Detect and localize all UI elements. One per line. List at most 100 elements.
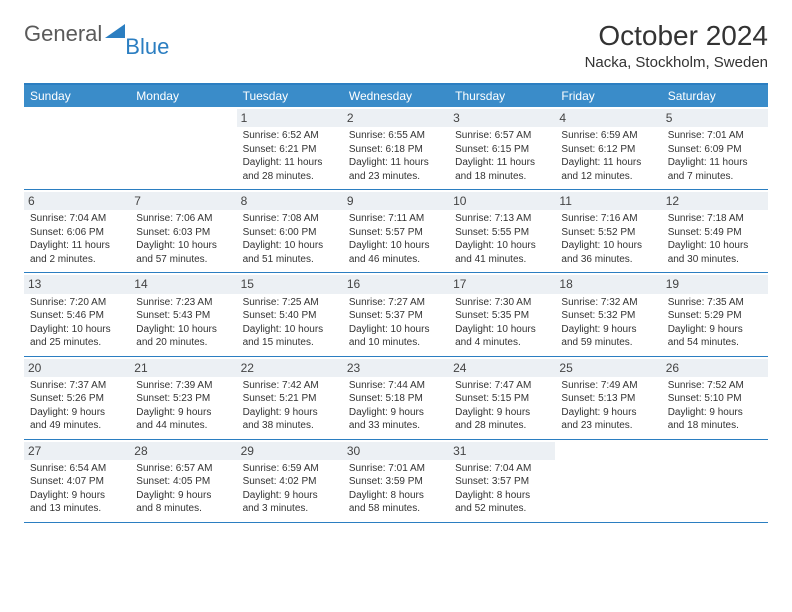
day-number: 3 [449, 109, 555, 127]
sunrise-text: Sunrise: 7:20 AM [30, 296, 124, 310]
calendar-cell: 24Sunrise: 7:47 AMSunset: 5:15 PMDayligh… [449, 357, 555, 439]
cell-body: Sunrise: 7:35 AMSunset: 5:29 PMDaylight:… [666, 296, 764, 350]
calendar-cell [555, 440, 661, 522]
daylight-text: Daylight: 8 hours and 58 minutes. [349, 489, 443, 516]
daylight-text: Daylight: 10 hours and 41 minutes. [455, 239, 549, 266]
daylight-text: Daylight: 9 hours and 23 minutes. [561, 406, 655, 433]
daylight-text: Daylight: 10 hours and 4 minutes. [455, 323, 549, 350]
calendar-cell: 30Sunrise: 7:01 AMSunset: 3:59 PMDayligh… [343, 440, 449, 522]
cell-body: Sunrise: 6:57 AMSunset: 4:05 PMDaylight:… [134, 462, 232, 516]
week-row: 27Sunrise: 6:54 AMSunset: 4:07 PMDayligh… [24, 440, 768, 523]
cell-body: Sunrise: 7:23 AMSunset: 5:43 PMDaylight:… [134, 296, 232, 350]
day-number: 16 [343, 275, 449, 293]
calendar-cell [24, 107, 130, 189]
sunrise-text: Sunrise: 7:04 AM [30, 212, 124, 226]
calendar-cell: 1Sunrise: 6:52 AMSunset: 6:21 PMDaylight… [237, 107, 343, 189]
sunrise-text: Sunrise: 6:54 AM [30, 462, 124, 476]
title-area: October 2024 Nacka, Stockholm, Sweden [585, 20, 768, 71]
sunrise-text: Sunrise: 7:52 AM [668, 379, 762, 393]
day-number: 28 [130, 442, 236, 460]
sunrise-text: Sunrise: 7:06 AM [136, 212, 230, 226]
cell-body: Sunrise: 7:13 AMSunset: 5:55 PMDaylight:… [453, 212, 551, 266]
daylight-text: Daylight: 10 hours and 15 minutes. [243, 323, 337, 350]
day-header-row: Sunday Monday Tuesday Wednesday Thursday… [24, 85, 768, 107]
sunset-text: Sunset: 5:32 PM [561, 309, 655, 323]
day-number: 7 [130, 192, 236, 210]
daylight-text: Daylight: 9 hours and 13 minutes. [30, 489, 124, 516]
calendar-cell [662, 440, 768, 522]
sunrise-text: Sunrise: 6:52 AM [243, 129, 337, 143]
cell-body: Sunrise: 7:11 AMSunset: 5:57 PMDaylight:… [347, 212, 445, 266]
location-text: Nacka, Stockholm, Sweden [585, 54, 768, 71]
sunrise-text: Sunrise: 6:55 AM [349, 129, 443, 143]
sunset-text: Sunset: 6:09 PM [668, 143, 762, 157]
calendar-cell: 20Sunrise: 7:37 AMSunset: 5:26 PMDayligh… [24, 357, 130, 439]
sunrise-text: Sunrise: 7:11 AM [349, 212, 443, 226]
day-number: 26 [662, 359, 768, 377]
day-header: Wednesday [343, 85, 449, 107]
sunrise-text: Sunrise: 7:23 AM [136, 296, 230, 310]
logo-text-blue: Blue [125, 34, 169, 60]
sunset-text: Sunset: 5:57 PM [349, 226, 443, 240]
day-number: 18 [555, 275, 661, 293]
logo-text-general: General [24, 21, 102, 47]
day-header: Sunday [24, 85, 130, 107]
cell-body: Sunrise: 7:42 AMSunset: 5:21 PMDaylight:… [241, 379, 339, 433]
sunset-text: Sunset: 6:12 PM [561, 143, 655, 157]
sunset-text: Sunset: 5:29 PM [668, 309, 762, 323]
calendar-cell: 16 Sunrise: 7:27 AMSunset: 5:37 PMDayligh… [343, 273, 449, 355]
weeks-container: 1Sunrise: 6:52 AMSunset: 6:21 PMDaylight… [24, 107, 768, 523]
calendar-cell: 26 Sunrise: 7:52 AMSunset: 5:10 PMDayligh… [662, 357, 768, 439]
daylight-text: Daylight: 11 hours and 2 minutes. [30, 239, 124, 266]
day-number: 6 [24, 192, 130, 210]
cell-body: Sunrise: 7:52 AMSunset: 5:10 PMDaylight:… [666, 379, 764, 433]
sunrise-text: Sunrise: 7:32 AM [561, 296, 655, 310]
daylight-text: Daylight: 10 hours and 20 minutes. [136, 323, 230, 350]
sunset-text: Sunset: 5:10 PM [668, 392, 762, 406]
cell-body: Sunrise: 7:44 AMSunset: 5:18 PMDaylight:… [347, 379, 445, 433]
day-number: 10 [449, 192, 555, 210]
sunset-text: Sunset: 5:13 PM [561, 392, 655, 406]
sunset-text: Sunset: 5:46 PM [30, 309, 124, 323]
sunset-text: Sunset: 6:21 PM [243, 143, 337, 157]
week-row: 13Sunrise: 7:20 AMSunset: 5:46 PMDayligh… [24, 273, 768, 356]
day-number: 24 [449, 359, 555, 377]
sunset-text: Sunset: 5:35 PM [455, 309, 549, 323]
cell-body: Sunrise: 7:01 AMSunset: 6:09 PMDaylight:… [666, 129, 764, 183]
sunset-text: Sunset: 5:21 PM [243, 392, 337, 406]
daylight-text: Daylight: 10 hours and 57 minutes. [136, 239, 230, 266]
logo: General Blue [24, 20, 172, 47]
cell-body: Sunrise: 7:27 AMSunset: 5:37 PMDaylight:… [347, 296, 445, 350]
calendar-cell: 23 Sunrise: 7:44 AMSunset: 5:18 PMDayligh… [343, 357, 449, 439]
cell-body: Sunrise: 6:59 AMSunset: 4:02 PMDaylight:… [241, 462, 339, 516]
day-header: Tuesday [237, 85, 343, 107]
calendar-cell: 3Sunrise: 6:57 AMSunset: 6:15 PMDaylight… [449, 107, 555, 189]
sunset-text: Sunset: 5:37 PM [349, 309, 443, 323]
cell-body: Sunrise: 7:30 AMSunset: 5:35 PMDaylight:… [453, 296, 551, 350]
day-number: 17 [449, 275, 555, 293]
calendar-cell: 2Sunrise: 6:55 AMSunset: 6:18 PMDaylight… [343, 107, 449, 189]
day-number: 12 [662, 192, 768, 210]
day-number: 23 [343, 359, 449, 377]
sunrise-text: Sunrise: 7:16 AM [561, 212, 655, 226]
day-number: 21 [130, 359, 236, 377]
sunrise-text: Sunrise: 7:01 AM [668, 129, 762, 143]
week-row: 20Sunrise: 7:37 AMSunset: 5:26 PMDayligh… [24, 357, 768, 440]
sunrise-text: Sunrise: 6:59 AM [243, 462, 337, 476]
calendar-cell: 21Sunrise: 7:39 AMSunset: 5:23 PMDayligh… [130, 357, 236, 439]
day-number: 11 [555, 192, 661, 210]
day-number: 13 [24, 275, 130, 293]
daylight-text: Daylight: 10 hours and 46 minutes. [349, 239, 443, 266]
sunset-text: Sunset: 5:15 PM [455, 392, 549, 406]
sunset-text: Sunset: 5:43 PM [136, 309, 230, 323]
calendar-cell: 8Sunrise: 7:08 AMSunset: 6:00 PMDaylight… [237, 190, 343, 272]
sunset-text: Sunset: 6:15 PM [455, 143, 549, 157]
cell-body: Sunrise: 6:59 AMSunset: 6:12 PMDaylight:… [559, 129, 657, 183]
calendar-cell: 29Sunrise: 6:59 AMSunset: 4:02 PMDayligh… [237, 440, 343, 522]
sunrise-text: Sunrise: 7:42 AM [243, 379, 337, 393]
calendar: Sunday Monday Tuesday Wednesday Thursday… [24, 83, 768, 523]
calendar-cell: 31Sunrise: 7:04 AMSunset: 3:57 PMDayligh… [449, 440, 555, 522]
daylight-text: Daylight: 10 hours and 30 minutes. [668, 239, 762, 266]
sunset-text: Sunset: 3:59 PM [349, 475, 443, 489]
daylight-text: Daylight: 10 hours and 25 minutes. [30, 323, 124, 350]
